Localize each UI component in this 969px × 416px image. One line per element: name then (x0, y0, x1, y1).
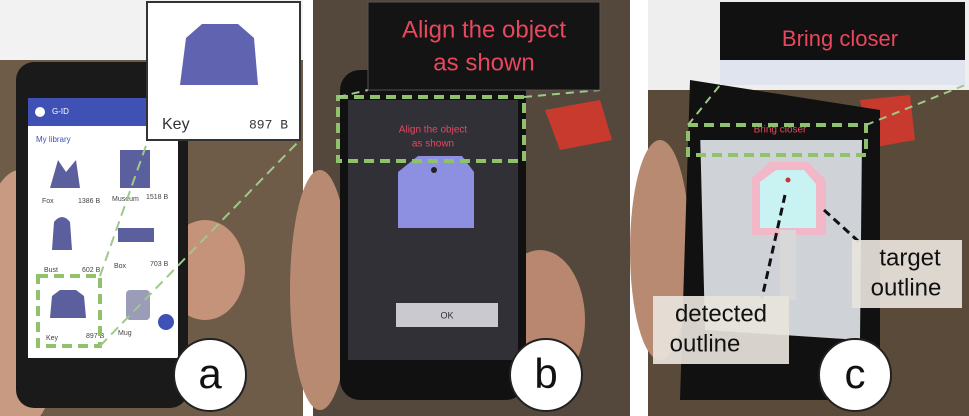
panel-label: a (198, 350, 222, 397)
ok-label: OK (440, 310, 453, 320)
panel-b: Align the object as shown OK Align the o… (290, 0, 630, 416)
label-circle (818, 338, 892, 412)
thumbnails (50, 150, 154, 320)
item-name: Museum (112, 196, 139, 203)
add-button (158, 314, 174, 330)
callout-line (337, 89, 369, 98)
annotation-box (653, 296, 789, 364)
item-name: Bust (44, 267, 58, 274)
item-size: 1518 B (146, 194, 169, 201)
zoom-name: Key (162, 116, 190, 133)
museum-model (120, 150, 150, 188)
zoom-key-model (180, 24, 258, 85)
detected-outline (760, 170, 816, 228)
label-circle (173, 338, 247, 412)
item-name: Key (46, 335, 59, 342)
panel-c: Bring closer Bring closer detected outli… (630, 0, 969, 416)
zoom-box (720, 2, 965, 60)
zoom-instruction: as shown (433, 49, 534, 76)
hand (290, 170, 350, 410)
annotation: outline (670, 330, 741, 357)
item-name: Mug (118, 330, 132, 337)
highlight-box (336, 95, 526, 163)
item-size: 897 B (86, 333, 105, 340)
key-blade (780, 230, 796, 300)
zoom-instruction: Bring closer (782, 26, 898, 51)
panel-label: c (845, 350, 866, 397)
key-model (50, 290, 86, 318)
target-shape (398, 156, 474, 228)
key-object (545, 100, 612, 150)
annotation: target (879, 244, 941, 271)
annotation-box (852, 240, 962, 308)
item-name: Fox (42, 198, 54, 205)
annotation-line (822, 208, 870, 252)
zoom-size: 897 B (249, 117, 288, 132)
highlight-box (36, 274, 102, 348)
label-circle (509, 338, 583, 412)
item-size: 1386 B (78, 198, 101, 205)
zoom-strip (720, 60, 965, 85)
item-size: 703 B (150, 261, 169, 268)
ok-button[interactable] (396, 303, 498, 327)
box-model (118, 228, 154, 242)
item-name: Box (114, 263, 127, 270)
highlight-box (686, 123, 868, 157)
library-title: My library (36, 135, 71, 144)
annotation: detected (675, 300, 767, 327)
callout-line (865, 84, 966, 126)
screen-instruction: Bring closer (754, 125, 807, 136)
mug-model (126, 290, 150, 320)
bust-model (52, 217, 72, 250)
fox-model (50, 160, 80, 188)
callout-line (99, 139, 149, 277)
key-hole (431, 167, 437, 173)
screen-instruction: as shown (412, 139, 454, 150)
panel-a: G-ID My library Fox 1386 B Museum 1518 B… (0, 0, 303, 416)
app-title: G-ID (52, 107, 69, 116)
annotation: outline (871, 274, 942, 301)
panel-label: b (534, 350, 557, 397)
annotation-line (760, 194, 787, 299)
callout-line (687, 84, 721, 126)
screen-instruction: Align the object (399, 125, 468, 136)
callout-line (523, 89, 601, 98)
zoom-instruction: Align the object (402, 16, 566, 43)
key-hole (785, 177, 791, 183)
app-icon (35, 107, 45, 117)
item-labels: Fox 1386 B Museum 1518 B Bust 602 B Box … (42, 194, 169, 342)
zoom-box (367, 1, 601, 91)
item-size: 602 B (82, 267, 101, 274)
